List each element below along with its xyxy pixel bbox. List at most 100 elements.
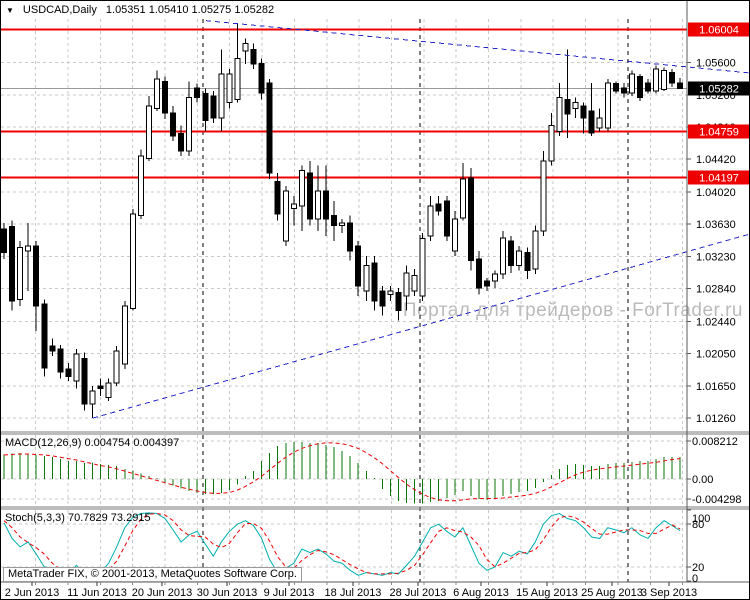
candle-body	[427, 205, 434, 237]
current-price-badge-label: 1.05282	[699, 83, 739, 95]
candle-body	[266, 82, 273, 174]
candle-body	[492, 273, 499, 282]
candle-body	[556, 97, 563, 132]
candle-body	[323, 190, 329, 220]
price-tick-label: 1.05600	[696, 57, 736, 69]
candle-body	[105, 382, 112, 399]
watermark: Портал для трейдеров - ForTrader.ru	[402, 300, 743, 321]
candle-body	[467, 177, 474, 262]
date-tick-label: 9 Jul 2013	[264, 587, 315, 599]
stoch-indicator-label: Stoch(5,3,3) 70.7829 73.2915	[5, 512, 151, 524]
date-tick-label: 2 Jun 2013	[5, 587, 59, 599]
candle-body	[387, 290, 394, 295]
candle-body	[1, 228, 7, 254]
date-tick-label: 15 Aug 2013	[516, 587, 578, 599]
candle-body	[129, 213, 136, 309]
candle-body	[33, 245, 40, 307]
trendline	[92, 233, 749, 419]
candle-body	[57, 348, 64, 373]
candle-body	[226, 73, 233, 104]
candle-body	[339, 222, 346, 227]
macd-indicator-label: MACD(12,26,9) 0.004754 0.004397	[5, 437, 180, 449]
candle-body	[113, 350, 120, 384]
candle-body	[137, 155, 144, 217]
candle-body	[403, 272, 410, 297]
candle-body	[17, 247, 24, 300]
candle-body	[89, 390, 96, 405]
candle-body	[162, 80, 168, 114]
candle-body	[677, 82, 684, 89]
candle-body	[314, 190, 321, 220]
candle-body	[49, 345, 56, 352]
candle-body	[81, 357, 88, 405]
candle-body	[588, 110, 595, 134]
candle-body	[145, 105, 152, 159]
candle-body	[371, 262, 378, 302]
candle-body	[210, 95, 217, 119]
macd-tick-label: 0.008212	[692, 436, 738, 448]
candle-body	[620, 87, 627, 94]
candle-body	[218, 73, 225, 119]
candle-body	[290, 203, 297, 209]
date-tick-label: 3 Sep 2013	[641, 587, 697, 599]
candle-body	[443, 200, 450, 237]
price-tick-label: 1.02050	[696, 348, 736, 360]
candle-body	[306, 172, 313, 220]
candle-body	[170, 112, 177, 137]
level-price-badge	[688, 170, 749, 185]
current-price-badge	[688, 81, 749, 96]
candle-body	[516, 250, 523, 267]
candle-body	[331, 215, 338, 227]
candle-body	[347, 222, 354, 252]
candle-body	[500, 237, 507, 275]
candle-body	[73, 353, 80, 382]
price-tick-label: 1.03630	[696, 219, 736, 231]
copyright-banner: MetaTrader FIX, © 2001-2013, MetaQuotes …	[3, 567, 302, 582]
chart-title: ▼ USDCAD,Daily 1.05351 1.05410 1.05275 1…	[6, 4, 274, 16]
symbol-marker-icon: ▼	[6, 5, 14, 15]
candle-body	[65, 368, 72, 377]
candle-body	[653, 68, 660, 92]
candle-body	[121, 305, 128, 365]
candle-body	[153, 78, 160, 109]
candle-body	[379, 290, 386, 307]
candle-body	[298, 170, 305, 207]
candle-body	[580, 105, 587, 119]
price-tick-label: 1.02440	[696, 316, 736, 328]
date-tick-label: 25 Aug 2013	[581, 587, 643, 599]
candle-body	[628, 73, 635, 94]
stoch-tick-label: 0	[692, 573, 698, 585]
candle-body	[282, 190, 289, 242]
stoch-tick-label: 20	[692, 562, 704, 574]
candle-body	[451, 218, 458, 252]
candle-body	[612, 83, 619, 92]
price-tick-label: 1.01260	[696, 413, 736, 425]
candle-body	[9, 225, 16, 302]
candle-body	[669, 71, 676, 84]
macd-tick-label: 0.00	[692, 474, 713, 486]
macd-signal-line	[3, 442, 681, 502]
candle-body	[25, 245, 32, 252]
stoch-main-line	[3, 512, 681, 576]
candle-body	[636, 75, 643, 99]
price-tick-label: 1.04420	[696, 154, 736, 166]
stoch-tick-label: 100	[692, 513, 710, 525]
date-tick-label: 20 Jun 2013	[132, 587, 193, 599]
candle-body	[459, 178, 466, 219]
date-tick-label: 18 Jul 2013	[325, 587, 382, 599]
candle-body	[596, 117, 603, 129]
candle-body	[194, 87, 201, 99]
chart-symbol-timeframe: USDCAD,Daily	[22, 4, 97, 16]
price-tick-label: 1.01650	[696, 381, 736, 393]
candle-body	[532, 230, 539, 270]
candle-body	[661, 70, 668, 90]
candle-body	[178, 133, 185, 152]
price-tick-label: 1.02840	[696, 284, 736, 296]
candle-body	[202, 93, 209, 122]
candle-body	[411, 274, 418, 292]
candle-body	[41, 303, 48, 369]
level-price-badge	[688, 124, 749, 139]
candle-body	[645, 82, 651, 92]
